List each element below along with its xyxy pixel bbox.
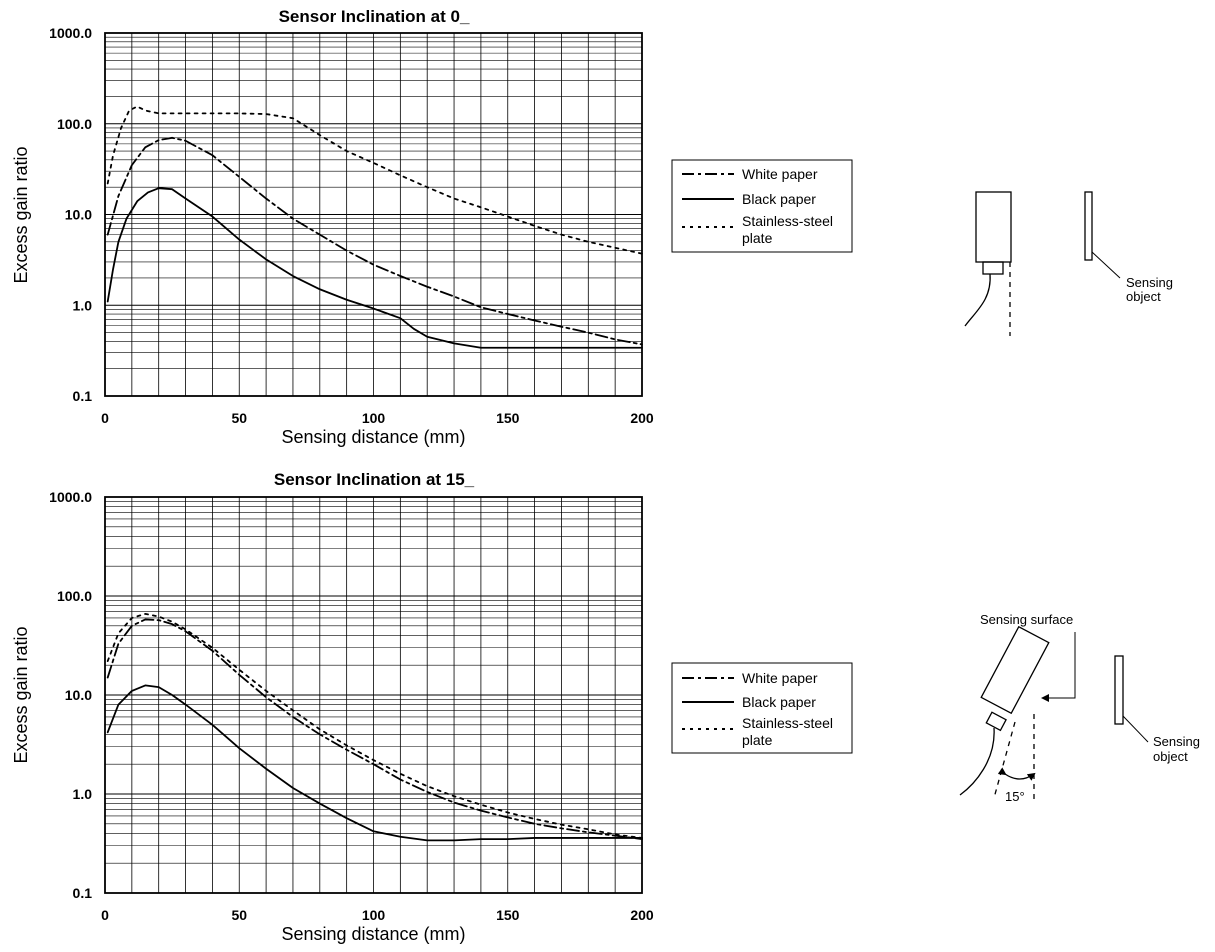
chart-title: Sensor Inclination at 0_	[279, 7, 470, 26]
y-tick-label: 1000.0	[49, 489, 92, 505]
y-tick-label: 10.0	[65, 207, 92, 223]
legend-label-white-paper: White paper	[742, 166, 818, 182]
sensor-body	[975, 191, 1012, 263]
x-tick-label: 100	[362, 410, 386, 426]
plot-frame	[104, 32, 643, 397]
sensor-connector	[985, 711, 1007, 732]
x-tick-label: 150	[496, 907, 520, 923]
sensor-diagram-15: Sensing surface 15° Sensing object	[959, 612, 1200, 804]
y-axis-label: Excess gain ratio	[11, 626, 31, 763]
plot-frame	[104, 496, 643, 894]
series-line-black-paper	[106, 187, 643, 349]
x-tick-label: 150	[496, 410, 520, 426]
leader-line	[1091, 251, 1121, 279]
x-tick-label: 50	[231, 410, 247, 426]
sensing-object-label: Sensing	[1126, 275, 1173, 290]
y-tick-label: 100.0	[57, 588, 92, 604]
legend-label-white-paper: White paper	[742, 670, 818, 686]
chart-inclination-15: Sensor Inclination at 15_ 0 50 100 150 200 0.…	[11, 470, 654, 944]
sensing-surface-label: Sensing surface	[980, 612, 1073, 627]
y-tick-label: 1.0	[73, 786, 93, 802]
sensing-surface-pointer	[1041, 632, 1076, 702]
sensing-object-label: object	[1153, 749, 1188, 764]
chart-inclination-0: Sensor Inclination at 0_ 0 50 100 150 200 0.1…	[11, 7, 654, 447]
legend-box	[671, 662, 853, 754]
x-tick-label: 100	[362, 907, 386, 923]
sensor-diagram-0: Sensing object	[964, 191, 1173, 336]
y-tick-label: 0.1	[73, 388, 93, 404]
sensing-object-label: object	[1126, 289, 1161, 304]
sensing-object-label: Sensing	[1153, 734, 1200, 749]
x-tick-label: 200	[630, 907, 654, 923]
sensor-connector	[982, 261, 1004, 275]
x-axis-label: Sensing distance (mm)	[281, 427, 465, 447]
beam-axis-inclined	[993, 721, 1016, 799]
chart-title: Sensor Inclination at 15_	[274, 470, 475, 489]
x-tick-label: 0	[101, 907, 109, 923]
sensor-cable	[964, 273, 991, 327]
series-line-white-paper	[106, 136, 643, 346]
sensor-body	[980, 625, 1050, 715]
series-line-white-paper	[106, 618, 643, 841]
legend: White paper Black paper Stainless-steel …	[671, 159, 853, 253]
series-line-black-paper	[106, 684, 643, 842]
leader-line	[1122, 715, 1149, 743]
y-tick-label: 10.0	[65, 687, 92, 703]
y-tick-label: 1000.0	[49, 25, 92, 41]
angle-label: 15°	[1005, 789, 1025, 804]
legend-label-stainless-steel: Stainless-steel	[742, 715, 833, 731]
legend-label-black-paper: Black paper	[742, 191, 816, 207]
x-tick-label: 0	[101, 410, 109, 426]
y-tick-label: 100.0	[57, 116, 92, 132]
legend-label-plate: plate	[742, 732, 773, 748]
y-tick-label: 1.0	[73, 297, 93, 313]
series-line-stainless-steel-plate	[106, 612, 643, 839]
legend-box	[671, 159, 853, 253]
x-tick-label: 200	[630, 410, 654, 426]
sensing-object	[1084, 191, 1093, 261]
sensor-cable	[959, 727, 995, 796]
y-axis-label: Excess gain ratio	[11, 146, 31, 283]
sensing-object	[1114, 655, 1124, 725]
x-axis-label: Sensing distance (mm)	[281, 924, 465, 944]
angle-arc	[997, 767, 1036, 781]
legend-label-black-paper: Black paper	[742, 694, 816, 710]
legend: White paper Black paper Stainless-steel …	[671, 662, 853, 754]
series-line-stainless-steel-plate	[106, 105, 643, 255]
legend-label-stainless-steel: Stainless-steel	[742, 213, 833, 229]
y-tick-label: 0.1	[73, 885, 93, 901]
legend-label-plate: plate	[742, 230, 773, 246]
x-tick-label: 50	[231, 907, 247, 923]
